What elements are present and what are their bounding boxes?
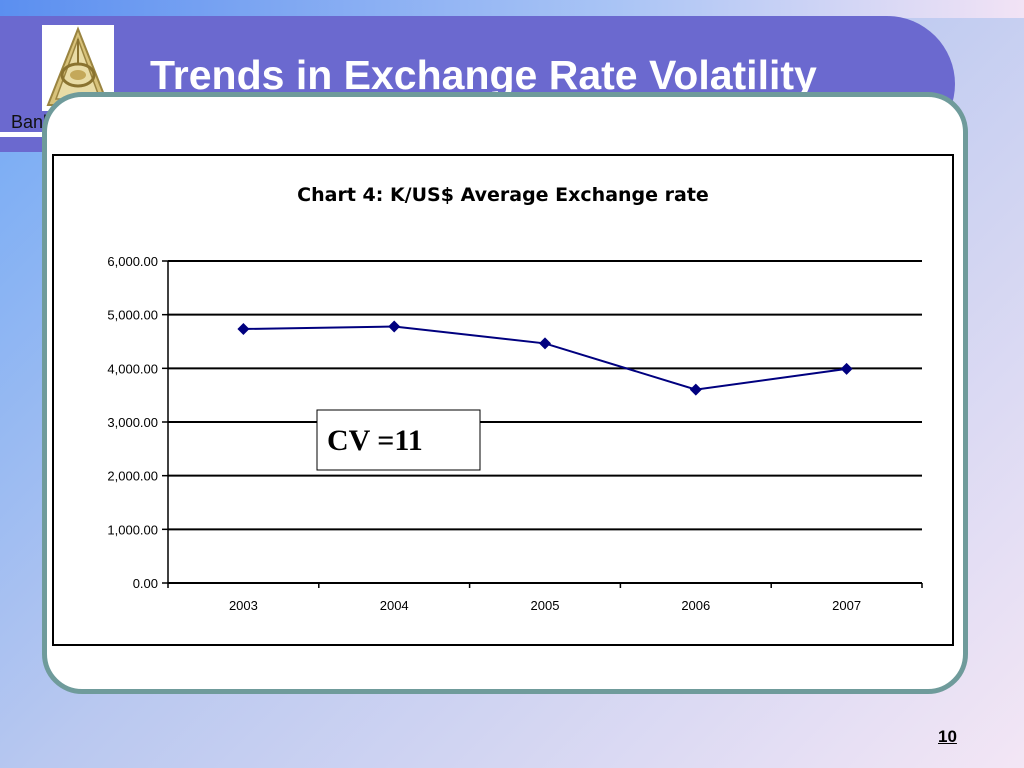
data-point [539, 337, 551, 350]
x-tick-label: 2007 [832, 598, 861, 613]
x-tick-label: 2004 [380, 598, 409, 613]
data-point [237, 322, 250, 335]
slide-title: Trends in Exchange Rate Volatility [150, 52, 817, 98]
x-tick-label: 2003 [229, 598, 258, 613]
bank-of-zambia-logo-icon [42, 25, 114, 111]
y-tick-label: 6,000.00 [107, 254, 158, 269]
data-point [388, 320, 401, 333]
y-tick-label: 3,000.00 [107, 415, 158, 430]
page-number: 10 [938, 727, 957, 746]
x-tick-label: 2005 [531, 598, 560, 613]
data-point [840, 362, 853, 375]
y-tick-label: 4,000.00 [107, 361, 158, 376]
top-strip [0, 0, 1024, 18]
y-tick-label: 2,000.00 [107, 469, 158, 484]
x-tick-label: 2006 [681, 598, 710, 613]
annotation-box [316, 409, 481, 471]
exchange-rate-chart: Chart 4: K/US$ Average Exchange rate 0.00… [107, 184, 923, 613]
chart-title: Chart 4: K/US$ Average Exchange rate [297, 184, 709, 206]
y-tick-label: 5,000.00 [107, 308, 158, 323]
y-tick-label: 1,000.00 [107, 522, 158, 537]
annotation-text: CV =11 [327, 424, 423, 457]
chart-area: Chart 4: K/US$ Average Exchange rate 0.00… [52, 154, 954, 646]
y-tick-label: 0.00 [133, 576, 158, 591]
series-line [243, 325, 847, 391]
data-point [689, 383, 702, 396]
